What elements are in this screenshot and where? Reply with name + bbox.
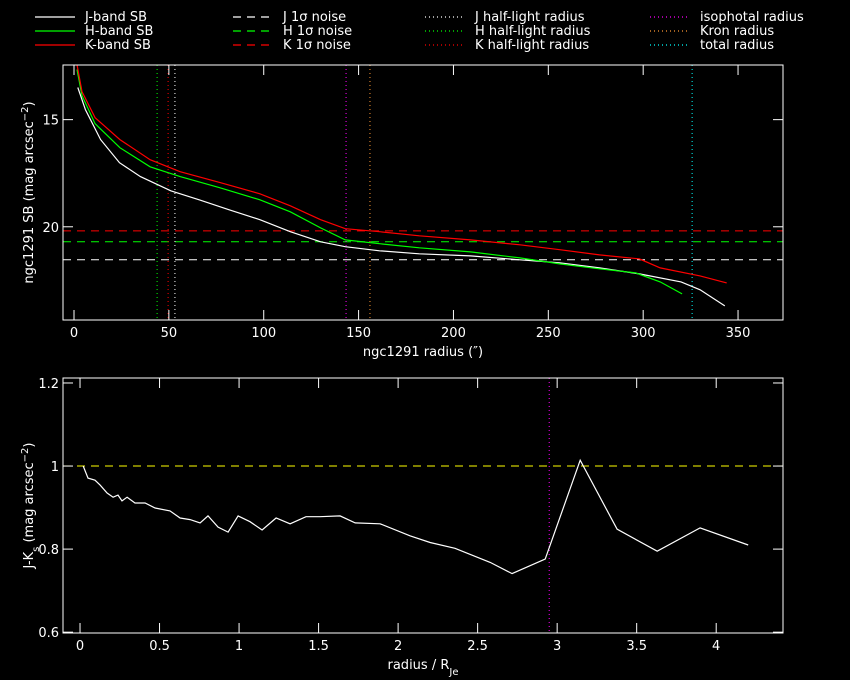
x-axis-label: radius / RJe (388, 658, 459, 678)
x-tick-label: 3.5 (626, 639, 647, 654)
label-part: ) (22, 101, 37, 106)
x-tick-label: 250 (536, 326, 561, 341)
profile-line (76, 65, 727, 284)
label-part: Je (448, 667, 458, 678)
x-tick-label: 350 (726, 326, 751, 341)
y-axis-label: ngc1291 SB (mag arcsec−2) (20, 101, 38, 283)
axes-frame (62, 377, 784, 634)
x-tick-label: 0.5 (149, 639, 170, 654)
legend-label: H 1σ noise (283, 24, 352, 39)
legend-label: Kron radius (700, 24, 774, 39)
label-part: ) (22, 443, 37, 448)
legend-label: isophotal radius (700, 10, 804, 25)
x-tick-label: 4 (712, 639, 720, 654)
legend-label: K 1σ noise (283, 38, 351, 53)
axes-frame (62, 64, 784, 321)
y-tick-label: 1 (51, 460, 59, 475)
x-tick-label: 2 (394, 639, 402, 654)
x-tick-label: 200 (441, 326, 466, 341)
legend-label: K half-light radius (475, 38, 589, 53)
x-tick-label: 150 (346, 326, 371, 341)
y-axis-label: J-Ks (mag arcsec−2) (20, 443, 42, 570)
x-tick-label: 100 (251, 326, 276, 341)
x-tick-label: 50 (161, 326, 178, 341)
legend-label: total radius (700, 38, 774, 53)
legend-label: J-band SB (84, 10, 147, 25)
profile-line (82, 458, 749, 575)
x-axis-label: ngc1291 radius (″) (363, 345, 483, 360)
legend-label: J half-light radius (474, 10, 585, 25)
profile-line (76, 69, 683, 295)
x-tick-label: 3 (553, 639, 561, 654)
label-part: s (31, 547, 42, 552)
y-tick-label: 20 (42, 221, 59, 236)
x-tick-label: 1.5 (308, 639, 329, 654)
y-tick-label: 15 (42, 114, 59, 129)
label-part: ngc1291 SB (mag arcsec (22, 121, 37, 283)
legend-label: J 1σ noise (282, 10, 346, 25)
label-part: ngc1291 radius (″) (363, 345, 483, 360)
plot-area (63, 65, 783, 320)
x-tick-label: 0 (76, 639, 84, 654)
label-part: −2 (20, 448, 31, 463)
label-part: (mag arcsec (22, 462, 37, 546)
x-tick-label: 2.5 (467, 639, 488, 654)
label-part: −2 (20, 106, 31, 121)
y-tick-label: 0.8 (38, 543, 59, 558)
legend-label: K-band SB (85, 38, 151, 53)
legend-label: H half-light radius (475, 24, 591, 39)
legend-label: H-band SB (85, 24, 153, 39)
label-part: radius / R (388, 658, 450, 673)
x-tick-label: 300 (631, 326, 656, 341)
plot-area (63, 378, 783, 633)
x-tick-label: 0 (70, 326, 78, 341)
y-tick-label: 0.6 (38, 626, 59, 641)
y-tick-label: 1.2 (38, 377, 59, 392)
label-part: J-K (22, 551, 37, 569)
x-tick-label: 1 (235, 639, 243, 654)
